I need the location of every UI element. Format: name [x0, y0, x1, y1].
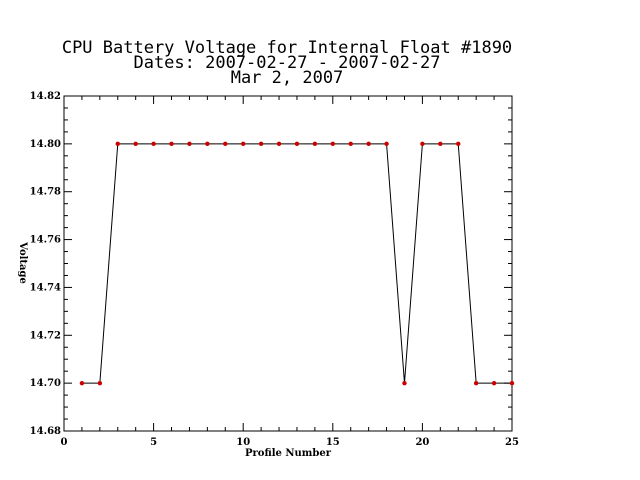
data-point [241, 141, 246, 147]
data-point [473, 380, 479, 386]
y-tick-label: 14.72 [30, 330, 61, 341]
data-point [312, 141, 318, 147]
data-point [402, 380, 407, 386]
data-point [456, 141, 461, 147]
x-tick-label: 20 [415, 437, 429, 448]
data-point [509, 380, 515, 386]
data-point [348, 141, 353, 147]
y-tick-label: 14.70 [30, 378, 61, 389]
chart-title-line-3: Mar 2, 2007 [231, 68, 344, 88]
y-tick-label: 14.76 [30, 235, 61, 246]
data-point [115, 141, 120, 147]
y-tick-label: 14.68 [30, 426, 61, 437]
data-series [79, 141, 515, 386]
data-point [151, 141, 156, 147]
chart-title: CPU Battery Voltage for Internal Float #… [62, 38, 512, 88]
x-tick-label: 15 [326, 437, 340, 448]
y-axis-label: Voltage [17, 241, 28, 284]
chart-title-line-2: Dates: 2007-02-27 - 2007-02-27 [133, 53, 440, 73]
x-tick-label: 25 [505, 437, 519, 448]
data-point [169, 141, 174, 147]
data-point [133, 141, 138, 147]
y-tick-label: 14.78 [30, 187, 61, 198]
data-point [187, 141, 192, 147]
data-point [294, 141, 300, 147]
axis-ticks [63, 95, 513, 432]
data-point [420, 141, 425, 147]
data-point [223, 141, 228, 147]
data-point [384, 141, 389, 147]
data-point [258, 141, 264, 147]
series-line [81, 143, 512, 384]
plot-area-frame [63, 95, 513, 432]
data-point [276, 141, 282, 147]
axis-tick-labels: 0 5 10 15 20 25 14.68 14.70 14.72 14.74 14.76 14.78… [30, 91, 519, 448]
y-tick-label: 14.74 [30, 282, 61, 293]
data-point [438, 141, 443, 147]
data-point [366, 141, 371, 147]
data-point [97, 380, 103, 386]
x-tick-label: 0 [61, 437, 68, 448]
data-point [205, 141, 210, 147]
chart-title-line-1: CPU Battery Voltage for Internal Float #… [62, 38, 512, 58]
x-tick-label: 10 [236, 437, 250, 448]
y-tick-label: 14.80 [30, 139, 61, 150]
data-point [79, 380, 85, 386]
data-point [491, 380, 497, 386]
x-axis-label: Profile Number [245, 448, 332, 459]
data-point [330, 141, 335, 147]
y-tick-label: 14.82 [30, 91, 61, 102]
x-tick-label: 5 [150, 437, 157, 448]
